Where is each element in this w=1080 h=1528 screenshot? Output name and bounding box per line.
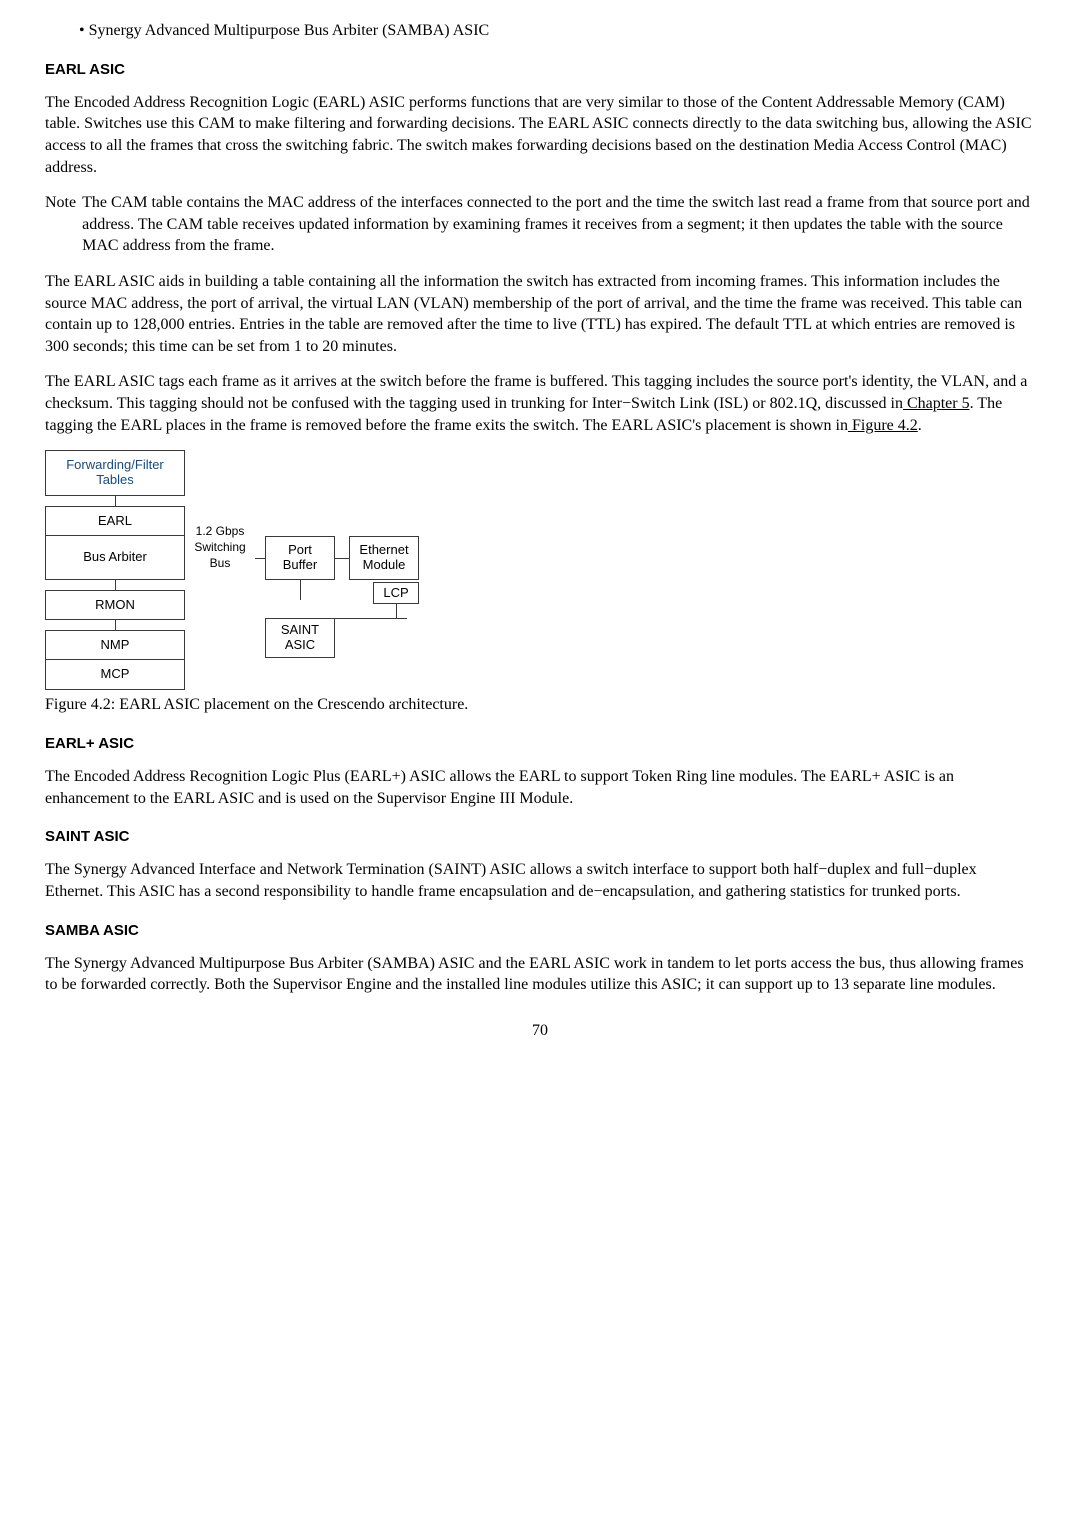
figure-caption: Figure 4.2: EARL ASIC placement on the C… — [45, 694, 1035, 716]
box-forwarding-filter-tables: Forwarding/Filter Tables — [45, 450, 185, 496]
label-module: Module — [363, 558, 406, 573]
label-eth: Ethernet — [359, 543, 408, 558]
link-figure-4-2[interactable]: Figure 4.2 — [848, 417, 918, 434]
heading-samba: SAMBA ASIC — [45, 921, 1035, 941]
link-chapter-5[interactable]: Chapter 5 — [903, 395, 970, 412]
box-nmp: NMP — [45, 630, 185, 660]
note-label: Note — [45, 192, 82, 257]
note-body: The CAM table contains the MAC address o… — [82, 192, 1035, 257]
heading-earlplus: EARL+ ASIC — [45, 734, 1035, 754]
connector — [300, 580, 301, 600]
box-mcp: MCP — [45, 660, 185, 690]
label-port: Port — [288, 543, 312, 558]
bullet-item: • Synergy Advanced Multipurpose Bus Arbi… — [79, 20, 1035, 42]
heading-earl: EARL ASIC — [45, 60, 1035, 80]
earl-p1: The Encoded Address Recognition Logic (E… — [45, 92, 1035, 178]
connector — [115, 620, 116, 630]
box-bus-arbiter: Bus Arbiter — [45, 536, 185, 580]
note-block: Note The CAM table contains the MAC addr… — [45, 192, 1035, 257]
label-bus-mid: Switching — [187, 539, 253, 555]
bus-label: 1.2 Gbps Switching Bus — [185, 522, 255, 572]
label-asic: ASIC — [285, 638, 315, 653]
box-lcp: LCP — [373, 582, 419, 604]
earl-p2: The EARL ASIC aids in building a table c… — [45, 271, 1035, 357]
box-rmon: RMON — [45, 590, 185, 620]
samba-p1: The Synergy Advanced Multipurpose Bus Ar… — [45, 953, 1035, 996]
figure-4-2: Forwarding/Filter Tables EARL Bus Arbite… — [45, 450, 475, 690]
box-earl: EARL — [45, 506, 185, 536]
earl-p3-a: The EARL ASIC tags each frame as it arri… — [45, 373, 1027, 412]
label-bus-arbiter: Bus Arbiter — [83, 550, 147, 565]
label-fwd: Forwarding/Filter Tables — [46, 458, 184, 488]
earl-p3-c: . — [918, 417, 922, 434]
label-buffer: Buffer — [283, 558, 317, 573]
label-bus-top: 1.2 Gbps — [187, 523, 253, 539]
box-saint-asic: SAINT ASIC — [265, 618, 335, 658]
page-number: 70 — [45, 1020, 1035, 1042]
saint-p1: The Synergy Advanced Interface and Netwo… — [45, 859, 1035, 902]
box-port-buffer: Port Buffer — [265, 536, 335, 580]
label-saint: SAINT — [281, 623, 319, 638]
earl-p3: The EARL ASIC tags each frame as it arri… — [45, 371, 1035, 436]
connector — [396, 604, 397, 618]
connector — [335, 618, 407, 619]
box-ethernet-module: Ethernet Module — [349, 536, 419, 580]
label-bus-bot: Bus — [187, 555, 253, 571]
connector — [255, 558, 265, 559]
earlplus-p1: The Encoded Address Recognition Logic Pl… — [45, 766, 1035, 809]
connector — [115, 496, 116, 506]
heading-saint: SAINT ASIC — [45, 827, 1035, 847]
figure-left-column: Forwarding/Filter Tables EARL Bus Arbite… — [45, 450, 185, 690]
connector — [335, 558, 349, 559]
connector — [115, 580, 116, 590]
bullet-text: Synergy Advanced Multipurpose Bus Arbite… — [89, 22, 490, 39]
